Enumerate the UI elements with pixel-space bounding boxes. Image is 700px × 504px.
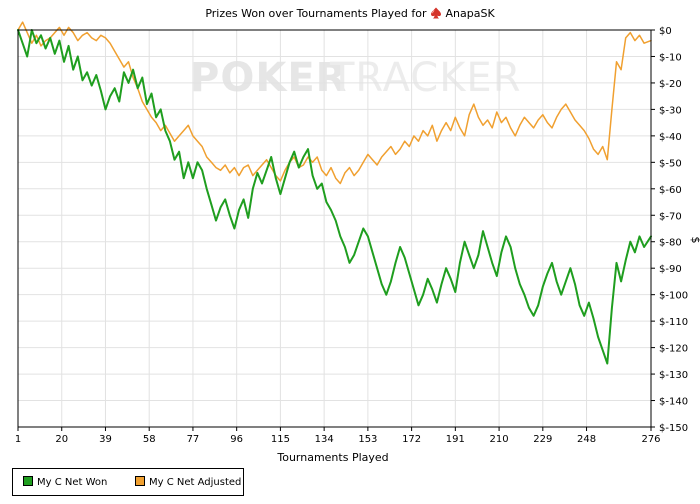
- y-tick-label: $-140: [659, 397, 688, 408]
- x-tick-label: 115: [271, 434, 290, 445]
- legend-item-net-adjusted: My C Net Adjusted: [135, 476, 241, 488]
- x-tick-label: 58: [143, 434, 156, 445]
- y-tick-label: $0: [659, 26, 672, 37]
- watermark-right: TRACKER: [329, 55, 522, 101]
- y-tick-label: $-10: [659, 52, 682, 63]
- legend-label-net-won: My C Net Won: [37, 477, 108, 488]
- legend-label-net-adjusted: My C Net Adjusted: [149, 477, 242, 488]
- x-tick-label: 77: [187, 434, 200, 445]
- x-tick-label: 248: [577, 434, 596, 445]
- x-tick-label: 191: [446, 434, 465, 445]
- x-tick-label: 96: [230, 434, 243, 445]
- x-tick-label: 229: [533, 434, 552, 445]
- y-axis-label: $: [689, 237, 700, 244]
- plot-border: [17, 29, 652, 428]
- y-tick-label: $-70: [659, 211, 682, 222]
- watermark: POKER TRACKER: [190, 55, 522, 101]
- series-line-net-won: [17, 29, 652, 365]
- y-tick-label: $-110: [659, 317, 688, 328]
- series-line-net-adjusted: [17, 21, 652, 185]
- x-tick-label: 20: [55, 434, 68, 445]
- chart-title: Prizes Won over Tournaments Played for A…: [0, 7, 700, 20]
- legend-swatch-net-adjusted: [135, 476, 145, 486]
- x-tick-label: 1: [15, 434, 21, 445]
- x-tick-label: 172: [402, 434, 421, 445]
- y-tick-label: $-30: [659, 105, 682, 116]
- y-tick-label: $-80: [659, 238, 682, 249]
- y-tick-label: $-100: [659, 291, 688, 302]
- x-tick-label: 276: [641, 434, 660, 445]
- player-name: AnapaSK: [445, 7, 495, 20]
- chart-title-text: Prizes Won over Tournaments Played for: [205, 7, 427, 20]
- y-tick-label: $-50: [659, 158, 682, 169]
- y-tick-label: $-20: [659, 79, 682, 90]
- spade-icon: [431, 7, 441, 19]
- y-tick-label: $-40: [659, 132, 682, 143]
- series-layer: [17, 21, 652, 365]
- y-tick-label: $-150: [659, 423, 688, 434]
- x-tick-label: 210: [490, 434, 509, 445]
- x-axis: 1 20 39 58 77 96 115 134 153 172 191 210 229 248 276: [15, 427, 661, 445]
- y-tick-label: $-90: [659, 264, 682, 275]
- y-tick-label: $-120: [659, 344, 688, 355]
- y-axis: $0 $-10 $-20 $-30 $-40 $-50 $-60 $-70 $-80 $-90 $-…: [651, 26, 688, 434]
- legend-item-net-won: My C Net Won: [23, 476, 107, 488]
- x-axis-label: Tournaments Played: [276, 451, 388, 464]
- y-tick-label: $-60: [659, 185, 682, 196]
- x-tick-label: 39: [99, 434, 112, 445]
- y-tick-label: $-130: [659, 370, 688, 381]
- watermark-left: POKER: [190, 55, 347, 101]
- x-tick-label: 134: [315, 434, 334, 445]
- legend: My C Net Won My C Net Adjusted: [12, 468, 244, 496]
- legend-swatch-net-won: [23, 476, 33, 486]
- x-tick-label: 153: [358, 434, 377, 445]
